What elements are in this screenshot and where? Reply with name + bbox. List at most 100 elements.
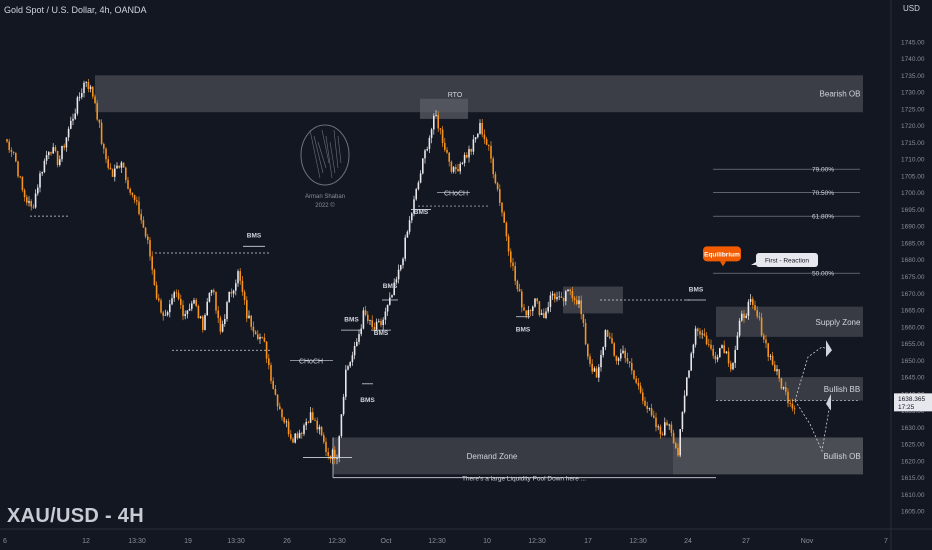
price-axis[interactable]: 1605.00 1610.00 1615.00 1620.00 1625.00 1630.…	[890, 0, 932, 550]
candle-body	[488, 144, 490, 146]
candle-body	[670, 424, 673, 433]
candle-body	[237, 271, 239, 284]
candle-body	[136, 200, 138, 202]
candle-body	[659, 426, 662, 435]
candle-body	[571, 290, 574, 299]
candle-body	[661, 434, 664, 436]
candle-body	[162, 312, 164, 316]
time-tick: 24	[684, 538, 692, 545]
candle-body	[65, 137, 68, 148]
candle-body	[265, 341, 268, 359]
first-reaction-label: First - Reaction	[765, 258, 809, 265]
fib-label: 70.50%	[812, 190, 834, 197]
candle-body	[382, 319, 384, 325]
candle-body	[521, 291, 523, 308]
candle-body	[752, 299, 754, 305]
currency-label: USD	[903, 4, 920, 13]
price-tick: 1715.00	[901, 140, 925, 147]
candle-body	[369, 320, 371, 321]
candle-body	[378, 321, 380, 322]
price-tick: 1605.00	[901, 509, 925, 516]
candle-body	[725, 351, 728, 354]
candle-body	[441, 129, 444, 143]
candle-body	[298, 432, 301, 439]
time-tick: 6	[3, 538, 7, 545]
candle-body	[492, 158, 494, 175]
zone-label: Bullish OB	[823, 452, 860, 461]
candle-body	[738, 320, 741, 336]
candle-body	[457, 169, 459, 172]
candle-body	[342, 396, 345, 415]
candle-body	[595, 368, 598, 378]
candle-body	[490, 145, 492, 159]
candle-body	[336, 458, 338, 460]
candle-body	[479, 122, 481, 134]
time-tick: 12:30	[629, 538, 647, 545]
candle-body	[276, 394, 279, 407]
candle-body	[48, 152, 50, 156]
price-tick: 1730.00	[901, 90, 925, 97]
candle-body	[692, 344, 695, 354]
bms-label: BMS	[360, 397, 375, 404]
price-tick: 1710.00	[901, 157, 925, 164]
candle-body	[380, 321, 382, 325]
time-tick: 12	[82, 538, 90, 545]
candle-body	[540, 313, 543, 315]
symbol-title: Gold Spot / U.S. Dollar, 4h, OANDA	[4, 5, 147, 15]
candle-body	[188, 308, 191, 311]
annotations-layer: 79.00% 70.50% 61.80% 50.00% Bearish OB Supply…	[30, 90, 861, 483]
candle-body	[307, 421, 310, 423]
candle-body	[358, 334, 360, 342]
candle-body	[617, 358, 620, 361]
candle-body	[43, 160, 46, 173]
candle-body	[23, 190, 26, 198]
candle-body	[529, 310, 532, 312]
candle-body	[532, 306, 534, 312]
candle-body	[463, 154, 466, 164]
candle-body	[290, 434, 292, 439]
candle-body	[395, 279, 398, 283]
candle-body	[100, 122, 103, 144]
chart-watermark: XAU/USD - 4H	[7, 505, 144, 527]
candle-body	[560, 296, 563, 298]
candle-body	[567, 289, 569, 292]
candle-body	[87, 82, 90, 90]
price-tick: 1610.00	[901, 492, 925, 499]
time-tick: 27	[742, 538, 750, 545]
candle-body	[210, 290, 213, 293]
candle-body	[677, 448, 679, 456]
candle-body	[133, 194, 136, 201]
candle-body	[226, 302, 228, 320]
candle-body	[714, 355, 717, 360]
candle-body	[644, 400, 646, 406]
candle-body	[675, 443, 677, 449]
candle-body	[301, 432, 303, 434]
candle-body	[17, 161, 19, 177]
price-tick: 1650.00	[901, 358, 925, 365]
fib-label: 61.80%	[812, 214, 834, 221]
time-axis[interactable]: 6 12 13:30 19 13:30 26 12:30 Oct 12:30 10 12:30 17 1…	[0, 528, 932, 550]
candle-body	[712, 348, 714, 356]
candle-body	[501, 202, 503, 213]
candle-body	[789, 403, 791, 404]
candle-body	[516, 280, 519, 289]
candle-body	[345, 369, 347, 397]
candle-body	[705, 335, 708, 345]
candle-body	[111, 169, 114, 177]
candle-body	[305, 421, 307, 426]
candle-body	[549, 295, 552, 308]
candle-body	[340, 414, 343, 437]
candle-body	[690, 353, 692, 371]
candle-body	[609, 336, 611, 339]
candle-body	[481, 122, 483, 135]
equilibrium-badge	[703, 246, 741, 262]
candle-body	[556, 297, 558, 300]
candle-body	[455, 167, 457, 170]
candle-body	[743, 313, 745, 318]
candle-body	[186, 310, 189, 315]
candle-body	[177, 292, 180, 299]
candle-body	[56, 150, 59, 165]
price-tick: 1665.00	[901, 308, 925, 315]
candle-body	[122, 162, 125, 168]
